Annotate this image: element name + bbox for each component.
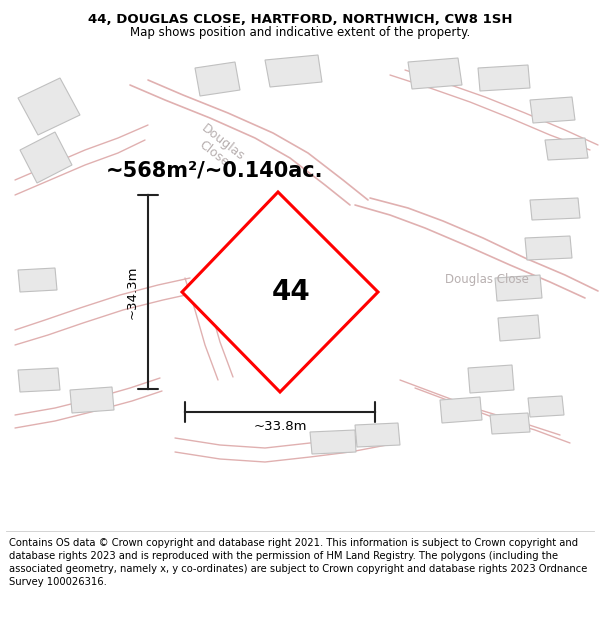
Text: Contains OS data © Crown copyright and database right 2021. This information is : Contains OS data © Crown copyright and d…	[9, 538, 587, 588]
Polygon shape	[265, 55, 322, 87]
Polygon shape	[182, 192, 378, 392]
Polygon shape	[18, 78, 80, 135]
Polygon shape	[495, 275, 542, 301]
Text: Douglas Closе: Douglas Closе	[445, 274, 529, 286]
Polygon shape	[355, 423, 400, 447]
Polygon shape	[530, 97, 575, 123]
Polygon shape	[530, 198, 580, 220]
Polygon shape	[440, 397, 482, 423]
Polygon shape	[528, 396, 564, 417]
Text: ~33.8m: ~33.8m	[253, 419, 307, 432]
Polygon shape	[408, 58, 462, 89]
Polygon shape	[310, 430, 356, 454]
Polygon shape	[490, 413, 530, 434]
Text: ~568m²/~0.140ac.: ~568m²/~0.140ac.	[106, 160, 324, 180]
Polygon shape	[70, 387, 114, 413]
Polygon shape	[195, 62, 240, 96]
Polygon shape	[20, 132, 72, 183]
Polygon shape	[545, 138, 588, 160]
Text: 44: 44	[272, 278, 311, 306]
Text: ~34.3m: ~34.3m	[125, 265, 139, 319]
Polygon shape	[498, 315, 540, 341]
Polygon shape	[478, 65, 530, 91]
Polygon shape	[18, 368, 60, 392]
Text: Map shows position and indicative extent of the property.: Map shows position and indicative extent…	[130, 26, 470, 39]
Text: 44, DOUGLAS CLOSE, HARTFORD, NORTHWICH, CW8 1SH: 44, DOUGLAS CLOSE, HARTFORD, NORTHWICH, …	[88, 13, 512, 26]
Polygon shape	[468, 365, 514, 393]
Text: Douglas
Close: Douglas Close	[190, 122, 247, 174]
Polygon shape	[18, 268, 57, 292]
Polygon shape	[525, 236, 572, 260]
